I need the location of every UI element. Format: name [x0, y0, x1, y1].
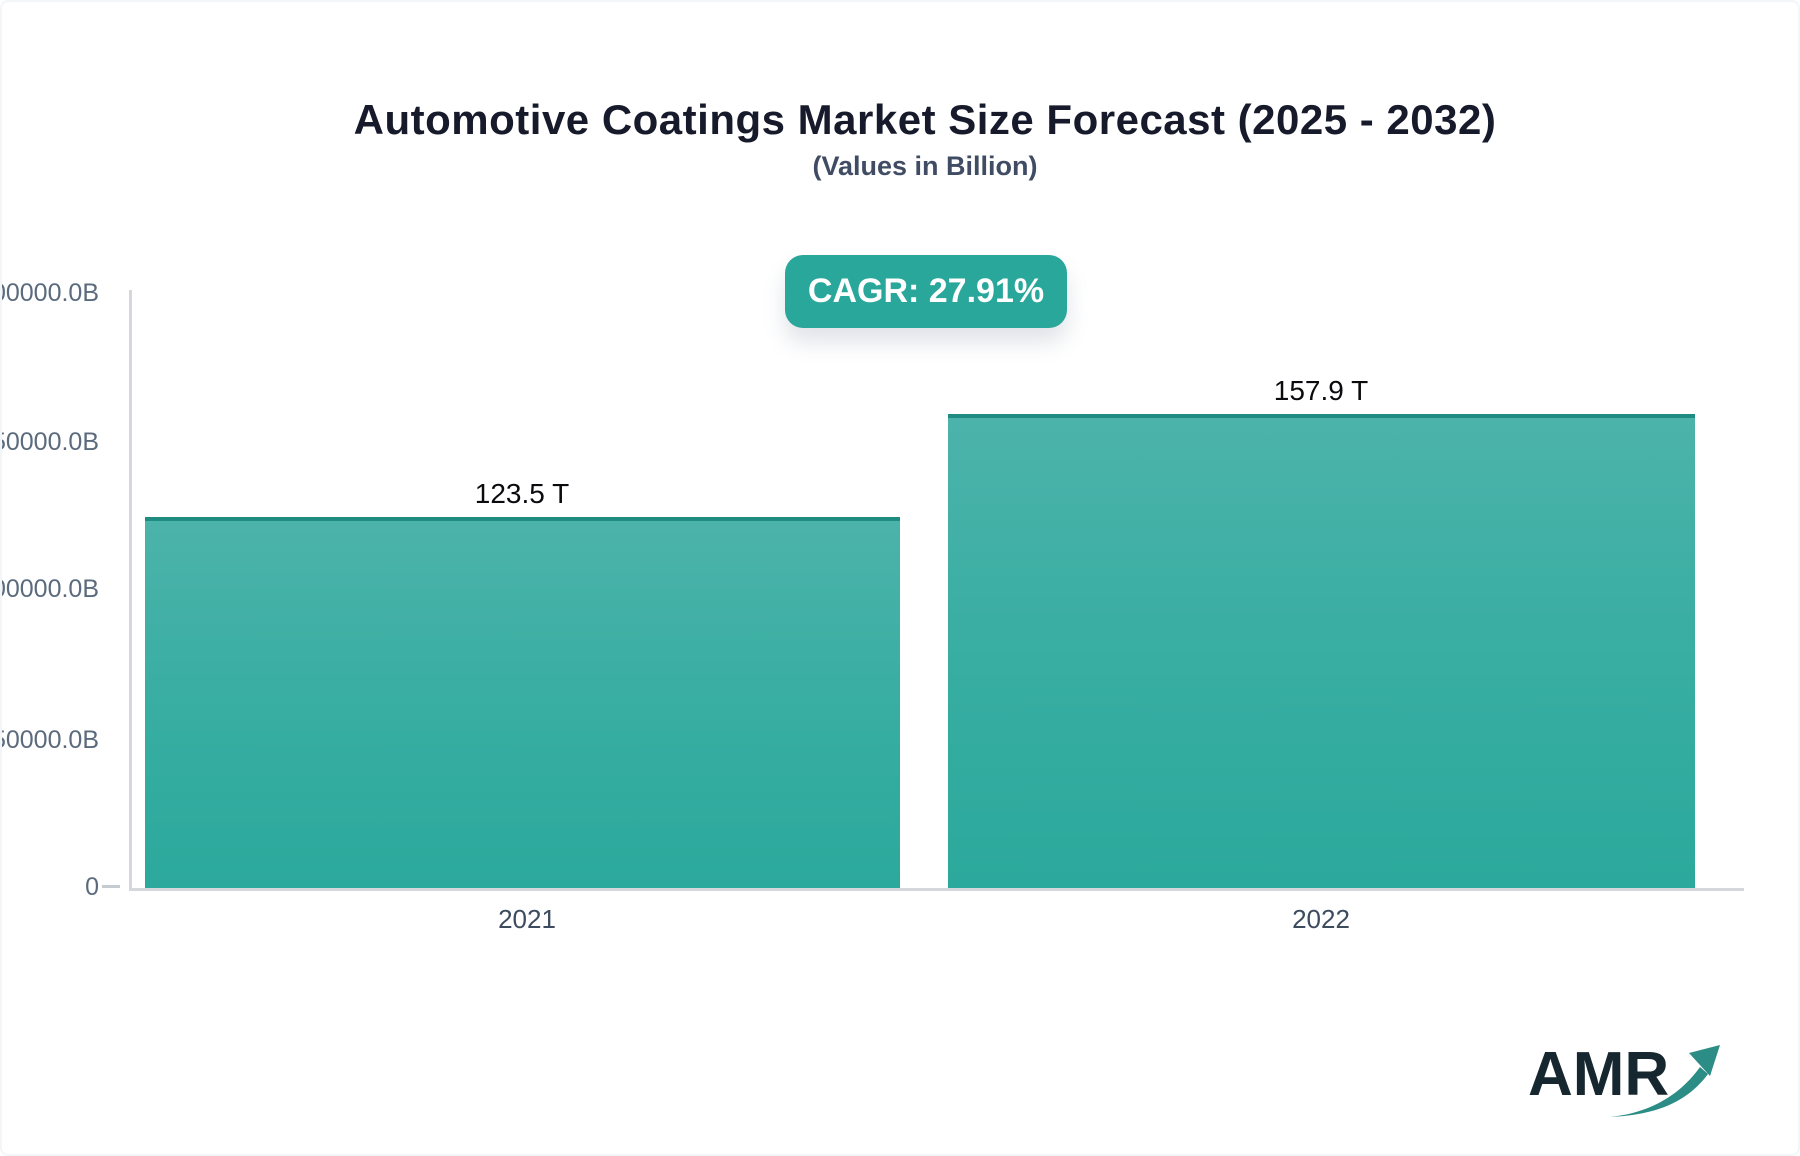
y-axis-tick-label: 0	[85, 873, 99, 901]
arrow-head-icon	[1689, 1045, 1720, 1076]
chart-subtitle: (Values in Billion)	[812, 151, 1038, 181]
y-axis-tick-label: 200000.0B	[2, 279, 99, 307]
x-axis-label-2021: 2021	[498, 904, 556, 934]
x-axis-label-2022: 2022	[1292, 904, 1350, 934]
amr-logo: AMR	[1528, 1040, 1720, 1117]
bar-2021[interactable]	[145, 517, 900, 888]
y-axis-tick-label: 100000.0B	[2, 575, 99, 603]
y-axis-line	[129, 290, 132, 890]
y-axis-tick-label: 50000.0B	[0, 726, 99, 754]
cagr-badge: CAGR: 27.91%	[785, 255, 1067, 328]
bar-value-label: 157.9 T	[1273, 375, 1369, 406]
zero-tick-mark	[102, 885, 120, 888]
x-axis-line	[129, 888, 1744, 891]
bar-2022[interactable]	[948, 414, 1695, 888]
arrow-swoosh-icon	[1610, 1067, 1708, 1117]
chart-title: Automotive Coatings Market Size Forecast…	[353, 96, 1497, 143]
bar-value-label: 123.5 T	[474, 478, 570, 509]
y-axis-tick-label: 150000.0B	[2, 428, 99, 456]
amr-logo-text: AMR	[1528, 1040, 1669, 1109]
